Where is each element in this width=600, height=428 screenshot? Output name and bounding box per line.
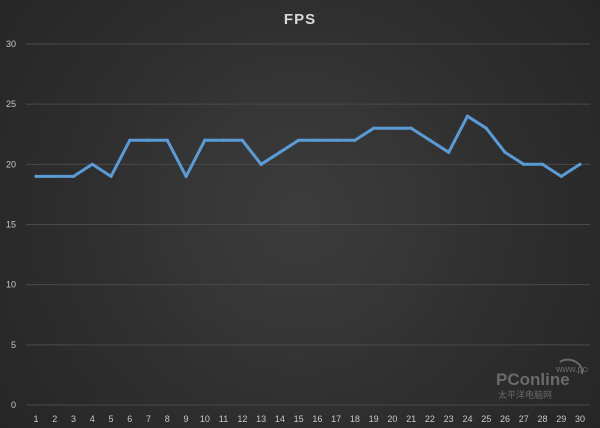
x-tick-label-7: 7 — [146, 414, 151, 424]
data-point-4 — [90, 162, 94, 166]
x-tick-label-29: 29 — [556, 414, 566, 424]
data-point-15 — [297, 138, 301, 142]
data-point-14 — [278, 150, 282, 154]
x-tick-label-12: 12 — [237, 414, 247, 424]
data-point-23 — [447, 150, 451, 154]
x-tick-label-5: 5 — [109, 414, 114, 424]
data-point-26 — [503, 150, 507, 154]
y-axis-ticks: 0 5 10 15 20 25 30 — [6, 39, 16, 410]
x-tick-label-15: 15 — [294, 414, 304, 424]
data-point-13 — [259, 162, 263, 166]
x-tick-label-24: 24 — [462, 414, 472, 424]
pconline-watermark: www.pconline.com.cn PConline 太平洋电脑网 — [496, 358, 588, 400]
x-tick-label-14: 14 — [275, 414, 285, 424]
y-tick-label-30: 30 — [6, 39, 16, 49]
watermark-domain: www.pconline.com.cn — [555, 364, 588, 374]
y-tick-label-0: 0 — [11, 400, 16, 410]
x-tick-label-1: 1 — [33, 414, 38, 424]
data-point-8 — [165, 138, 169, 142]
data-point-22 — [428, 138, 432, 142]
x-tick-label-16: 16 — [312, 414, 322, 424]
series-line-0 — [34, 114, 582, 178]
x-tick-label-20: 20 — [387, 414, 397, 424]
data-point-10 — [203, 138, 207, 142]
x-tick-label-17: 17 — [331, 414, 341, 424]
data-point-11 — [221, 138, 226, 142]
x-tick-label-4: 4 — [90, 414, 95, 424]
y-tick-label-15: 15 — [6, 220, 16, 230]
y-tick-label-25: 25 — [6, 99, 16, 109]
y-tick-label-10: 10 — [6, 280, 16, 290]
watermark-logo: PConline — [496, 370, 570, 389]
x-tick-label-23: 23 — [444, 414, 454, 424]
data-point-29 — [559, 174, 563, 178]
chart-title: FPS — [284, 11, 316, 28]
data-point-17 — [334, 138, 338, 142]
data-point-16 — [315, 138, 319, 142]
x-tick-label-9: 9 — [184, 414, 189, 424]
gridlines — [26, 43, 590, 406]
x-tick-label-22: 22 — [425, 414, 435, 424]
y-tick-label-20: 20 — [6, 159, 16, 169]
data-point-27 — [522, 162, 526, 166]
series-layer — [34, 114, 582, 178]
data-point-19 — [372, 126, 376, 130]
data-point-24 — [465, 114, 470, 118]
x-tick-label-18: 18 — [350, 414, 360, 424]
x-tick-label-30: 30 — [575, 414, 585, 424]
watermark-swoosh-icon — [559, 358, 584, 375]
x-tick-label-25: 25 — [481, 414, 491, 424]
x-tick-label-27: 27 — [519, 414, 529, 424]
x-tick-label-10: 10 — [200, 414, 210, 424]
x-tick-label-21: 21 — [406, 414, 416, 424]
data-point-9 — [184, 174, 188, 178]
x-tick-label-6: 6 — [127, 414, 132, 424]
x-tick-label-26: 26 — [500, 414, 510, 424]
data-point-21 — [409, 126, 413, 130]
x-tick-label-8: 8 — [165, 414, 170, 424]
watermark-subtitle: 太平洋电脑网 — [498, 389, 552, 400]
x-axis-ticks: 1 2 3 4 5 6 7 8 9 10 11 12 13 14 15 16 17 18 19 20 21 22 23 24 2… — [33, 414, 585, 424]
x-tick-label-2: 2 — [52, 414, 57, 424]
data-point-6 — [128, 138, 132, 142]
x-tick-label-19: 19 — [369, 414, 379, 424]
data-point-3 — [71, 174, 76, 178]
x-tick-label-3: 3 — [71, 414, 76, 424]
data-point-20 — [390, 126, 395, 130]
data-point-2 — [53, 174, 57, 178]
data-point-18 — [353, 138, 357, 142]
data-point-30 — [578, 162, 582, 166]
x-tick-label-11: 11 — [219, 414, 228, 424]
data-point-7 — [146, 138, 151, 142]
x-tick-label-13: 13 — [256, 414, 266, 424]
data-point-12 — [240, 138, 244, 142]
data-point-5 — [109, 174, 113, 178]
data-point-1 — [34, 174, 38, 178]
data-point-28 — [540, 162, 545, 166]
x-tick-label-28: 28 — [537, 414, 547, 424]
data-point-25 — [484, 126, 488, 130]
y-tick-label-5: 5 — [11, 340, 16, 350]
